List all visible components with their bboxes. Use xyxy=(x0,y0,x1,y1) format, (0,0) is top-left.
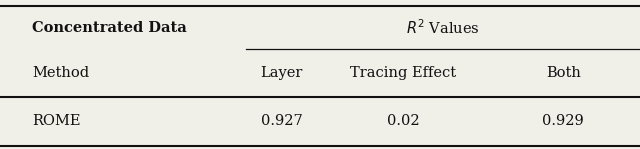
Text: $R^2$ Values: $R^2$ Values xyxy=(406,18,480,37)
Text: 0.927: 0.927 xyxy=(260,114,303,128)
Text: ROME: ROME xyxy=(32,114,81,128)
Text: 0.929: 0.929 xyxy=(542,114,584,128)
Text: Layer: Layer xyxy=(260,66,303,80)
Text: Concentrated Data: Concentrated Data xyxy=(32,21,187,35)
Text: Method: Method xyxy=(32,66,89,80)
Text: Both: Both xyxy=(546,66,580,80)
Text: 0.02: 0.02 xyxy=(387,114,419,128)
Text: Tracing Effect: Tracing Effect xyxy=(350,66,456,80)
